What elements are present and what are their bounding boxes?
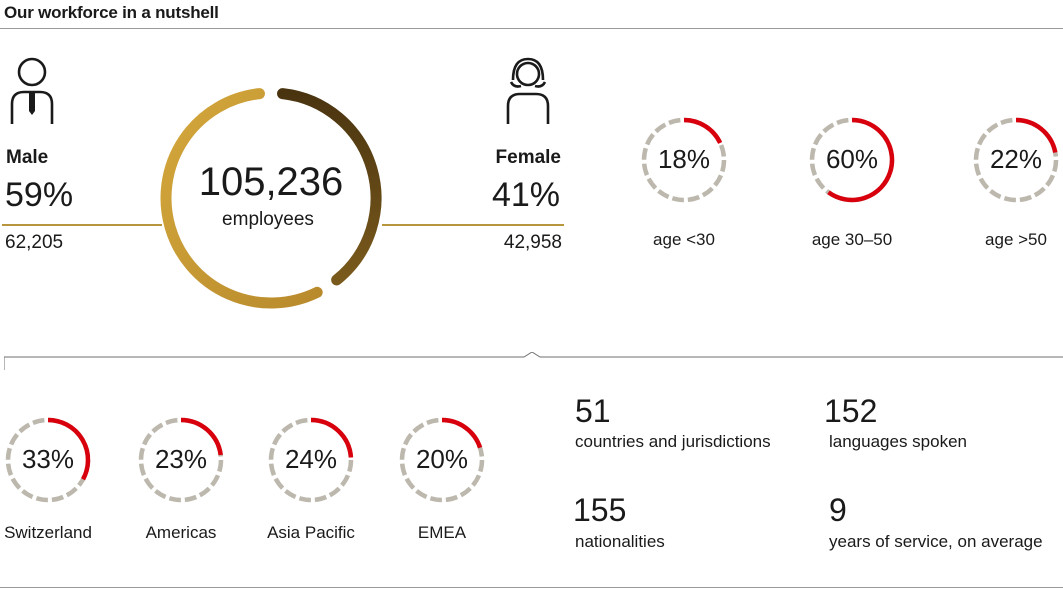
region-ring-label-3: EMEA xyxy=(417,523,467,542)
female-label: Female xyxy=(495,147,561,168)
male-count: 62,205 xyxy=(5,232,64,253)
total-employees-label: employees xyxy=(222,209,314,230)
female-rule xyxy=(382,224,564,226)
stat-countries-number: 51 xyxy=(575,393,611,429)
region-ring-value-0 xyxy=(47,417,91,481)
female-percent: 41% xyxy=(491,176,560,214)
female-slice xyxy=(277,88,382,286)
age-ring-2 xyxy=(973,117,1059,203)
age-ring-track-0 xyxy=(641,117,727,203)
region-ring-2 xyxy=(268,417,354,503)
age-ring-label-1: age 30–50 xyxy=(811,230,893,249)
stat-nationalities-number: 155 xyxy=(573,492,627,528)
age-ring-value-0 xyxy=(683,117,723,145)
male-rule xyxy=(2,224,162,226)
stat-nationalities-label: nationalities xyxy=(575,532,665,551)
female-count: 42,958 xyxy=(503,232,562,253)
top-rule xyxy=(0,28,1063,29)
age-ring-percent-1: 60% xyxy=(825,144,879,174)
total-employees: 105,236 xyxy=(198,160,344,204)
region-ring-3 xyxy=(399,417,485,503)
stat-service-label: years of service, on average xyxy=(829,532,1043,551)
region-ring-value-1 xyxy=(180,417,223,456)
section-divider xyxy=(4,352,1063,370)
age-ring-track-2 xyxy=(973,117,1059,203)
region-ring-percent-1: 23% xyxy=(154,444,208,474)
stat-service-number: 9 xyxy=(829,492,847,528)
region-ring-1 xyxy=(138,417,224,503)
region-ring-0 xyxy=(5,417,91,503)
male-percent: 59% xyxy=(5,176,74,214)
region-ring-percent-0: 33% xyxy=(21,444,75,474)
page-title: Our workforce in a nutshell xyxy=(4,3,219,22)
age-ring-value-2 xyxy=(1015,117,1058,154)
bottom-rule xyxy=(0,587,1063,588)
age-ring-label-2: age >50 xyxy=(985,230,1047,249)
region-ring-percent-3: 20% xyxy=(415,444,469,474)
region-ring-track-1 xyxy=(138,417,224,503)
age-ring-0 xyxy=(641,117,727,203)
region-ring-value-2 xyxy=(310,417,354,458)
region-ring-track-3 xyxy=(399,417,485,503)
region-ring-label-2: Asia Pacific xyxy=(267,523,355,542)
age-ring-percent-0: 18% xyxy=(657,144,711,174)
stat-countries-label: countries and jurisdictions xyxy=(575,432,771,451)
region-ring-value-3 xyxy=(441,417,483,449)
stat-languages-number: 152 xyxy=(824,393,878,429)
region-ring-label-1: Americas xyxy=(145,523,217,542)
region-ring-percent-2: 24% xyxy=(284,444,338,474)
age-ring-label-0: age <30 xyxy=(653,230,715,249)
age-ring-value-1 xyxy=(827,117,895,203)
male-person-icon xyxy=(10,57,54,124)
region-ring-label-0: Switzerland xyxy=(4,523,92,542)
region-ring-track-2 xyxy=(268,417,354,503)
female-person-icon xyxy=(506,57,550,124)
male-slice xyxy=(160,88,323,309)
age-ring-1 xyxy=(809,117,895,203)
age-ring-percent-2: 22% xyxy=(989,144,1043,174)
stat-languages-label: languages spoken xyxy=(829,432,968,451)
male-label: Male xyxy=(6,147,49,168)
